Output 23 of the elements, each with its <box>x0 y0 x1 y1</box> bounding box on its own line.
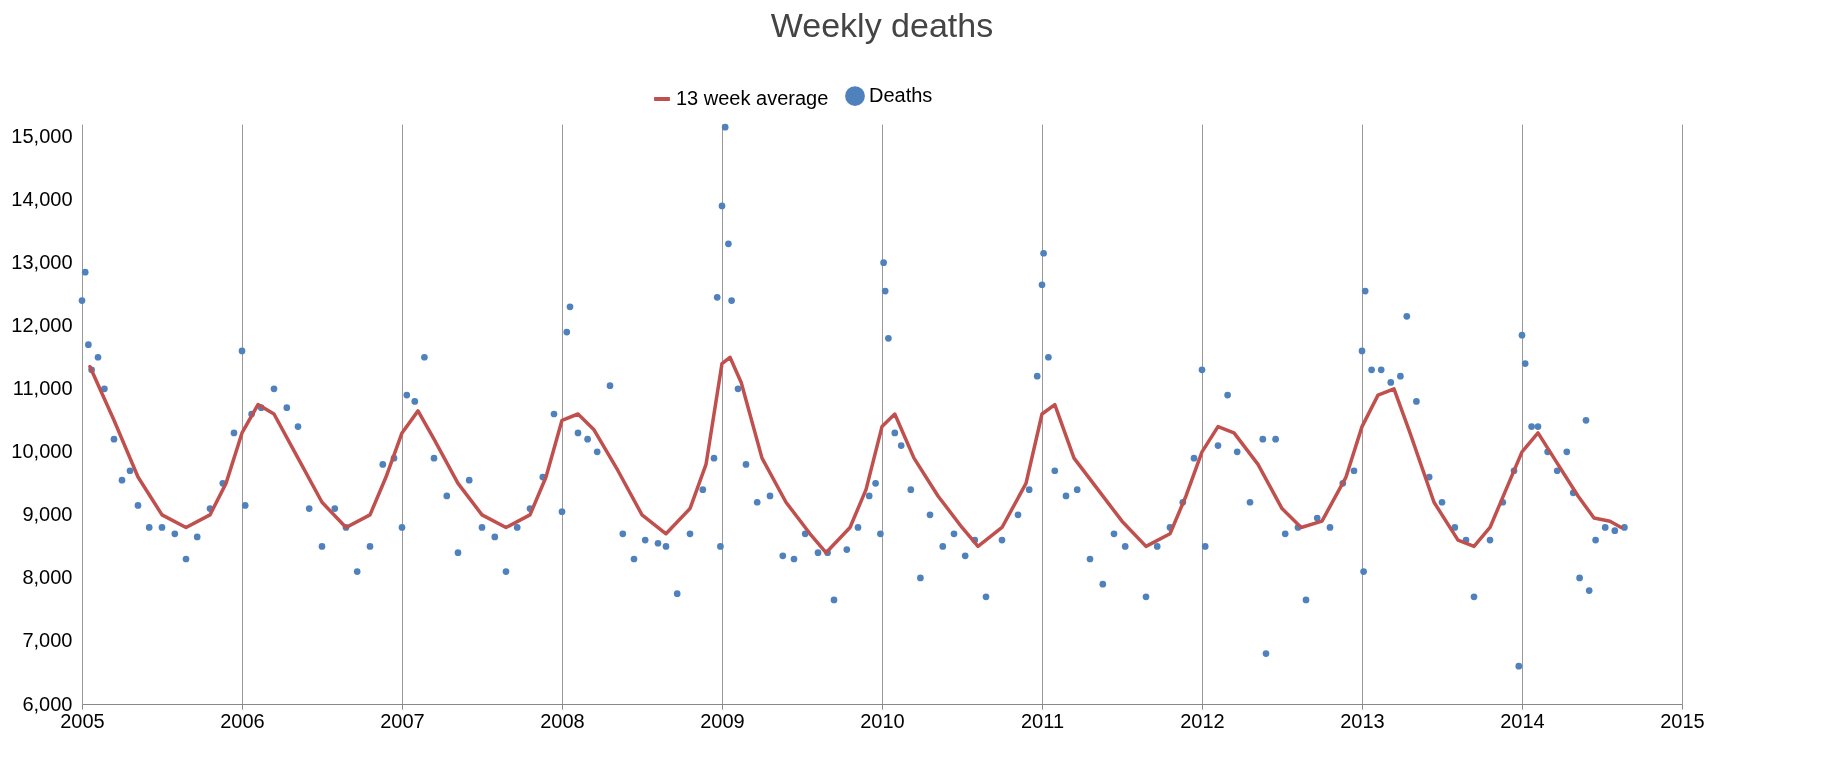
x-tick-label: 2014 <box>1500 709 1545 732</box>
x-tick-label: 2012 <box>1180 709 1225 732</box>
x-tick-label: 2008 <box>540 709 585 732</box>
legend-label: Deaths <box>869 84 933 107</box>
y-tick-label: 15,000 <box>11 125 73 148</box>
legend-label: 13 week average <box>676 87 829 109</box>
y-tick-label: 7,000 <box>22 629 73 652</box>
x-tick-label: 2006 <box>220 709 265 732</box>
chart-title: Weekly deaths <box>770 6 994 44</box>
x-tick-label: 2013 <box>1340 709 1385 732</box>
y-tick-label: 13,000 <box>11 251 73 274</box>
x-tick-label: 2009 <box>700 709 745 732</box>
y-tick-label: 10,000 <box>11 440 73 463</box>
x-tick-label: 2010 <box>860 709 905 732</box>
x-tick-label: 2011 <box>1020 709 1065 732</box>
x-tick-label: 2015 <box>1660 709 1705 732</box>
y-tick-label: 8,000 <box>22 566 73 589</box>
y-tick-label: 6,000 <box>22 692 73 715</box>
x-tick-label: 2007 <box>380 709 425 732</box>
y-tick-label: 9,000 <box>22 503 73 526</box>
y-tick-label: 12,000 <box>11 314 73 337</box>
y-tick-label: 11,000 <box>12 377 73 400</box>
y-tick-label: 14,000 <box>11 188 73 211</box>
